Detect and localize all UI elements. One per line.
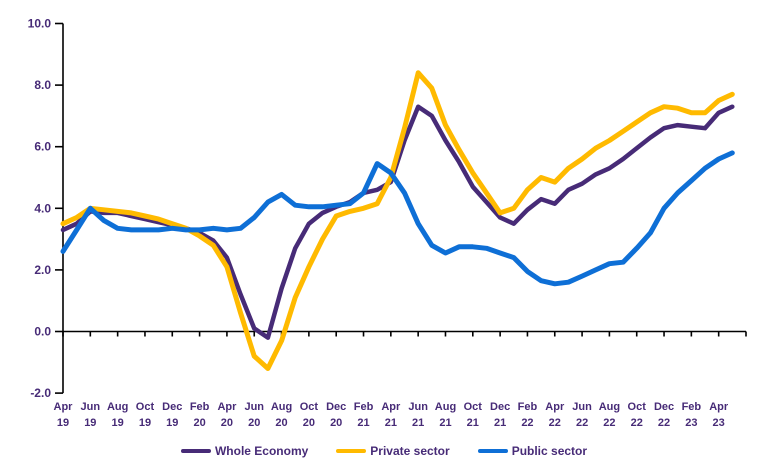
legend-item-public-sector: Public sector (477, 444, 588, 458)
x-tick-label-year: 19 (112, 417, 124, 429)
y-tick-label: 0.0 (34, 325, 51, 339)
x-tick-label-year: 21 (385, 417, 397, 429)
x-tick-label-month: Jun (572, 401, 592, 413)
plot-lines (60, 70, 735, 371)
x-tick-label-month: Dec (490, 401, 510, 413)
x-tick-label-year: 19 (84, 417, 96, 429)
x-tick-label-month: Aug (107, 401, 128, 413)
y-tick-label: -2.0 (30, 386, 51, 400)
y-tick-label: 2.0 (34, 263, 51, 277)
series-line-private-sector (60, 70, 735, 371)
x-tick-label-month: Aug (271, 401, 292, 413)
x-tick-label-year: 22 (658, 417, 670, 429)
x-tick-label-month: Dec (654, 401, 674, 413)
legend-item-whole-economy: Whole Economy (180, 444, 309, 458)
x-tick-label-year: 19 (139, 417, 151, 429)
x-tick-label-month: Aug (599, 401, 620, 413)
x-tick-label-month: Dec (162, 401, 182, 413)
x-tick-label-year: 19 (57, 417, 69, 429)
x-tick-label-year: 19 (166, 417, 178, 429)
y-tick-label: 4.0 (34, 201, 51, 215)
x-tick-label-year: 21 (467, 417, 479, 429)
legend-item-private-sector: Private sector (336, 444, 450, 458)
x-tick-label-year: 22 (549, 417, 561, 429)
x-tick-label-month: Oct (628, 401, 647, 413)
x-tick-label-year: 21 (494, 417, 506, 429)
x-tick-label-month: Dec (326, 401, 346, 413)
x-tick-label-month: Apr (545, 401, 565, 413)
x-tick-label-year: 23 (713, 417, 725, 429)
x-tick-label-month: Feb (354, 401, 374, 413)
x-tick-label-year: 20 (303, 417, 315, 429)
x-tick-label-month: Aug (435, 401, 456, 413)
x-tick-label-year: 20 (248, 417, 260, 429)
x-tick-label-year: 23 (685, 417, 697, 429)
x-tick-label-month: Apr (217, 401, 237, 413)
x-tick-label-month: Apr (54, 401, 74, 413)
legend-label-whole-economy: Whole Economy (214, 444, 309, 458)
x-tick-label-year: 21 (412, 417, 424, 429)
y-tick-label: 8.0 (34, 78, 51, 92)
x-tick-label-year: 22 (631, 417, 643, 429)
legend-swatch-public-sector-icon (477, 449, 508, 453)
x-tick-label-year: 20 (193, 417, 205, 429)
y-tick-label: 6.0 (34, 140, 51, 154)
x-tick-label-month: Oct (464, 401, 483, 413)
x-tick-label-month: Apr (709, 401, 729, 413)
y-tick-label: 10.0 (28, 17, 52, 31)
y-axis: 10.0 8.0 6.0 4.0 2.0 0.0 -2.0 (28, 17, 64, 400)
x-tick-label-year: 21 (439, 417, 451, 429)
series-line-public-sector (60, 150, 735, 287)
x-tick-label-month: Jun (244, 401, 264, 413)
legend-label-private-sector: Private sector (370, 444, 450, 458)
legend-label-public-sector: Public sector (511, 444, 588, 458)
x-tick-label-year: 22 (521, 417, 533, 429)
x-tick-label-year: 22 (603, 417, 615, 429)
legend-swatch-private-sector-icon (336, 449, 367, 453)
x-tick-label-year: 21 (357, 417, 369, 429)
x-tick-label-month: Oct (136, 401, 155, 413)
x-tick-label-month: Feb (518, 401, 538, 413)
x-axis: Apr 19 Jun 19 Aug 19 Oct 19 Dec 19 Feb 20 Apr 20 Jun 20… (54, 330, 747, 429)
x-tick-label-month: Jun (81, 401, 101, 413)
x-tick-label-month: Oct (300, 401, 319, 413)
chart-legend: Whole Economy Private sector Public sect… (0, 444, 768, 458)
x-tick-label-month: Apr (381, 401, 401, 413)
x-tick-label-year: 20 (330, 417, 342, 429)
x-tick-label-month: Jun (408, 401, 428, 413)
x-tick-label-year: 20 (275, 417, 287, 429)
x-tick-label-month: Feb (190, 401, 210, 413)
x-tick-label-year: 22 (576, 417, 588, 429)
legend-swatch-whole-economy-icon (180, 449, 211, 453)
x-tick-label-year: 20 (221, 417, 233, 429)
x-tick-label-month: Feb (682, 401, 702, 413)
